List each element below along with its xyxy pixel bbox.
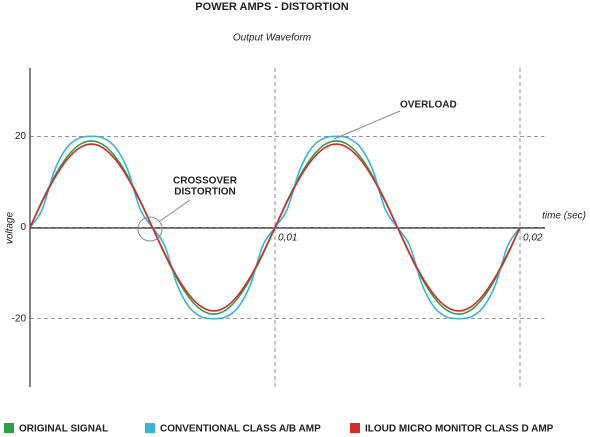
annotation: OVERLOAD	[400, 100, 457, 111]
annotation-circle	[137, 216, 163, 242]
legend-swatch	[4, 423, 14, 433]
legend-swatch	[145, 423, 155, 433]
chart-subtitle: Output Waveform	[233, 33, 311, 44]
legend-label: ORIGINAL SIGNAL	[19, 424, 108, 435]
y-axis-label: voltage	[5, 211, 16, 244]
annotation-pointer	[159, 199, 191, 222]
annotation: DISTORTION	[174, 187, 235, 198]
legend-label: ILOUD MICRO MONITOR CLASS D AMP	[365, 424, 554, 435]
chart-title: POWER AMPS - DISTORTION	[195, 1, 348, 13]
legend-swatch	[350, 423, 360, 433]
y-tick-label: -20	[12, 313, 27, 324]
series-line	[29, 143, 521, 312]
x-tick-label: 0,02	[523, 233, 543, 244]
legend-label: CONVENTIONAL CLASS A/B AMP	[160, 424, 321, 435]
y-tick-label: 20	[15, 131, 27, 142]
x-axis-label: time (sec)	[542, 211, 586, 222]
annotation-pointer	[333, 110, 401, 140]
x-tick-label: 0,01	[278, 233, 297, 244]
y-tick-label: 0	[20, 222, 26, 233]
annotation: CROSSOVER	[173, 176, 238, 187]
